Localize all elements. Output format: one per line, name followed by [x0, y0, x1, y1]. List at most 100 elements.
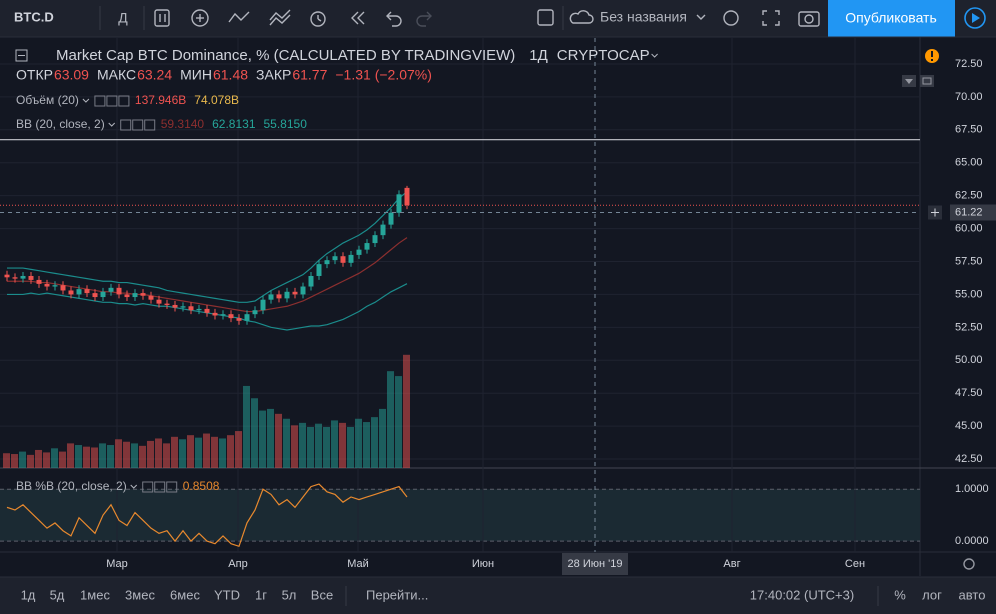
indicators-icon[interactable]	[154, 9, 170, 27]
replay-button[interactable]	[964, 7, 986, 29]
settings-small-icon[interactable]	[963, 558, 975, 570]
legend-chevron[interactable]	[651, 53, 658, 58]
volume-bar	[371, 417, 378, 468]
legend-icon[interactable]	[144, 119, 156, 131]
volume-bar	[275, 413, 282, 468]
volume-bar	[259, 410, 266, 468]
candle-body	[52, 285, 58, 287]
y-tick-label: 62.50	[955, 190, 983, 202]
candle-body	[44, 283, 50, 287]
range-button[interactable]: 1д	[21, 587, 36, 602]
publish-label[interactable]: Опубликовать	[845, 10, 937, 26]
fullscreen-icon[interactable]	[762, 10, 780, 26]
interval[interactable]: Д	[118, 10, 128, 26]
legend-icon[interactable]	[166, 481, 178, 493]
volume-bar	[347, 426, 354, 468]
range-button[interactable]: Все	[311, 587, 333, 602]
checkbox[interactable]	[537, 9, 554, 26]
candle-body	[372, 235, 378, 244]
volume-bar	[155, 438, 162, 468]
compare-icon[interactable]	[228, 11, 250, 23]
x-tick-label: Апр	[228, 558, 247, 570]
goto-button[interactable]: Перейти...	[366, 587, 428, 602]
candle-body	[340, 256, 346, 263]
volume-bar	[139, 445, 146, 468]
pane-buttons[interactable]	[902, 75, 934, 87]
candle-body	[12, 277, 18, 279]
legend-icon[interactable]	[132, 119, 144, 131]
layout-name[interactable]: Без названия	[600, 9, 687, 25]
x-tick-label: Май	[347, 558, 369, 570]
crosshair-date: 28 Июн '19	[568, 558, 623, 570]
alert-icon[interactable]	[310, 11, 326, 27]
range-button[interactable]: 1мес	[80, 587, 110, 602]
replay-icon[interactable]	[351, 11, 365, 25]
percent-b-tick-label: 0.0000	[955, 535, 989, 547]
camera-icon[interactable]	[798, 11, 820, 27]
volume-value: 137.946B	[135, 93, 186, 107]
candle-body	[236, 318, 242, 321]
y-tick-label: 42.50	[955, 453, 983, 465]
legend-icon[interactable]	[120, 119, 132, 131]
bb-upper	[7, 191, 408, 303]
auto-toggle[interactable]: авто	[959, 587, 986, 602]
candle-body	[316, 264, 322, 276]
volume-bar	[75, 445, 82, 468]
candle-body	[364, 243, 370, 250]
publish-button[interactable]	[828, 0, 955, 37]
range-button[interactable]: 5д	[50, 587, 65, 602]
y-tick-label: 47.50	[955, 387, 983, 399]
legend-icon[interactable]	[142, 481, 154, 493]
log-toggle[interactable]: лог	[922, 587, 942, 602]
range-button[interactable]: 3мес	[125, 587, 155, 602]
legend-icon[interactable]	[106, 95, 118, 107]
y-tick-label: 60.00	[955, 222, 983, 234]
volume-bar	[227, 435, 234, 468]
symbol[interactable]: BTC.D	[14, 9, 54, 24]
candle-body	[68, 290, 74, 295]
volume-bar	[219, 438, 226, 468]
candle-body	[132, 293, 138, 298]
y-tick-label: 67.50	[955, 124, 983, 136]
legend-chevron[interactable]	[130, 484, 138, 489]
percent-toggle[interactable]: %	[894, 587, 906, 602]
volume-bar	[339, 422, 346, 468]
clock: 17:40:02 (UTC+3)	[750, 587, 854, 602]
volume-bar	[115, 439, 122, 468]
legend-chevron[interactable]	[82, 98, 90, 103]
range-button[interactable]: 1г	[255, 587, 267, 602]
bbp-study-name: BB %B (20, close, 2)	[16, 479, 127, 493]
candle-body	[324, 260, 330, 265]
volume-bar	[315, 423, 322, 468]
volume-bar	[11, 454, 18, 468]
volume-bar	[379, 408, 386, 468]
add-icon[interactable]	[191, 9, 209, 27]
y-tick-label: 50.00	[955, 354, 983, 366]
candle-body	[388, 212, 394, 225]
volume-ma-value: 74.078B	[194, 93, 239, 107]
volume-bar	[331, 420, 338, 468]
range-button[interactable]: YTD	[214, 587, 240, 602]
undo-icon[interactable]	[386, 11, 402, 27]
y-tick-label: 55.00	[955, 288, 983, 300]
legend-chevron[interactable]	[108, 122, 116, 127]
bb-study-name: BB (20, close, 2)	[16, 117, 105, 131]
bb-value: 55.8150	[264, 117, 308, 131]
legend-icon[interactable]	[94, 95, 106, 107]
legend-icon[interactable]	[154, 481, 166, 493]
ohlc-label: ЗАКР	[256, 67, 291, 83]
legend-title: Market Cap BTC Dominance, % (CALCULATED …	[56, 47, 515, 64]
range-button[interactable]: 5л	[282, 587, 297, 602]
candle-body	[252, 310, 258, 315]
templates-icon[interactable]	[269, 9, 291, 26]
volume-bar	[395, 376, 402, 468]
volume-bar	[59, 451, 66, 468]
settings-icon[interactable]	[723, 10, 739, 26]
redo-icon[interactable]	[416, 11, 432, 27]
volume-bar	[107, 445, 114, 468]
range-button[interactable]: 6мес	[170, 587, 200, 602]
chevron[interactable]	[696, 14, 706, 20]
collapse-icon[interactable]	[15, 49, 28, 62]
legend-icon[interactable]	[118, 95, 130, 107]
